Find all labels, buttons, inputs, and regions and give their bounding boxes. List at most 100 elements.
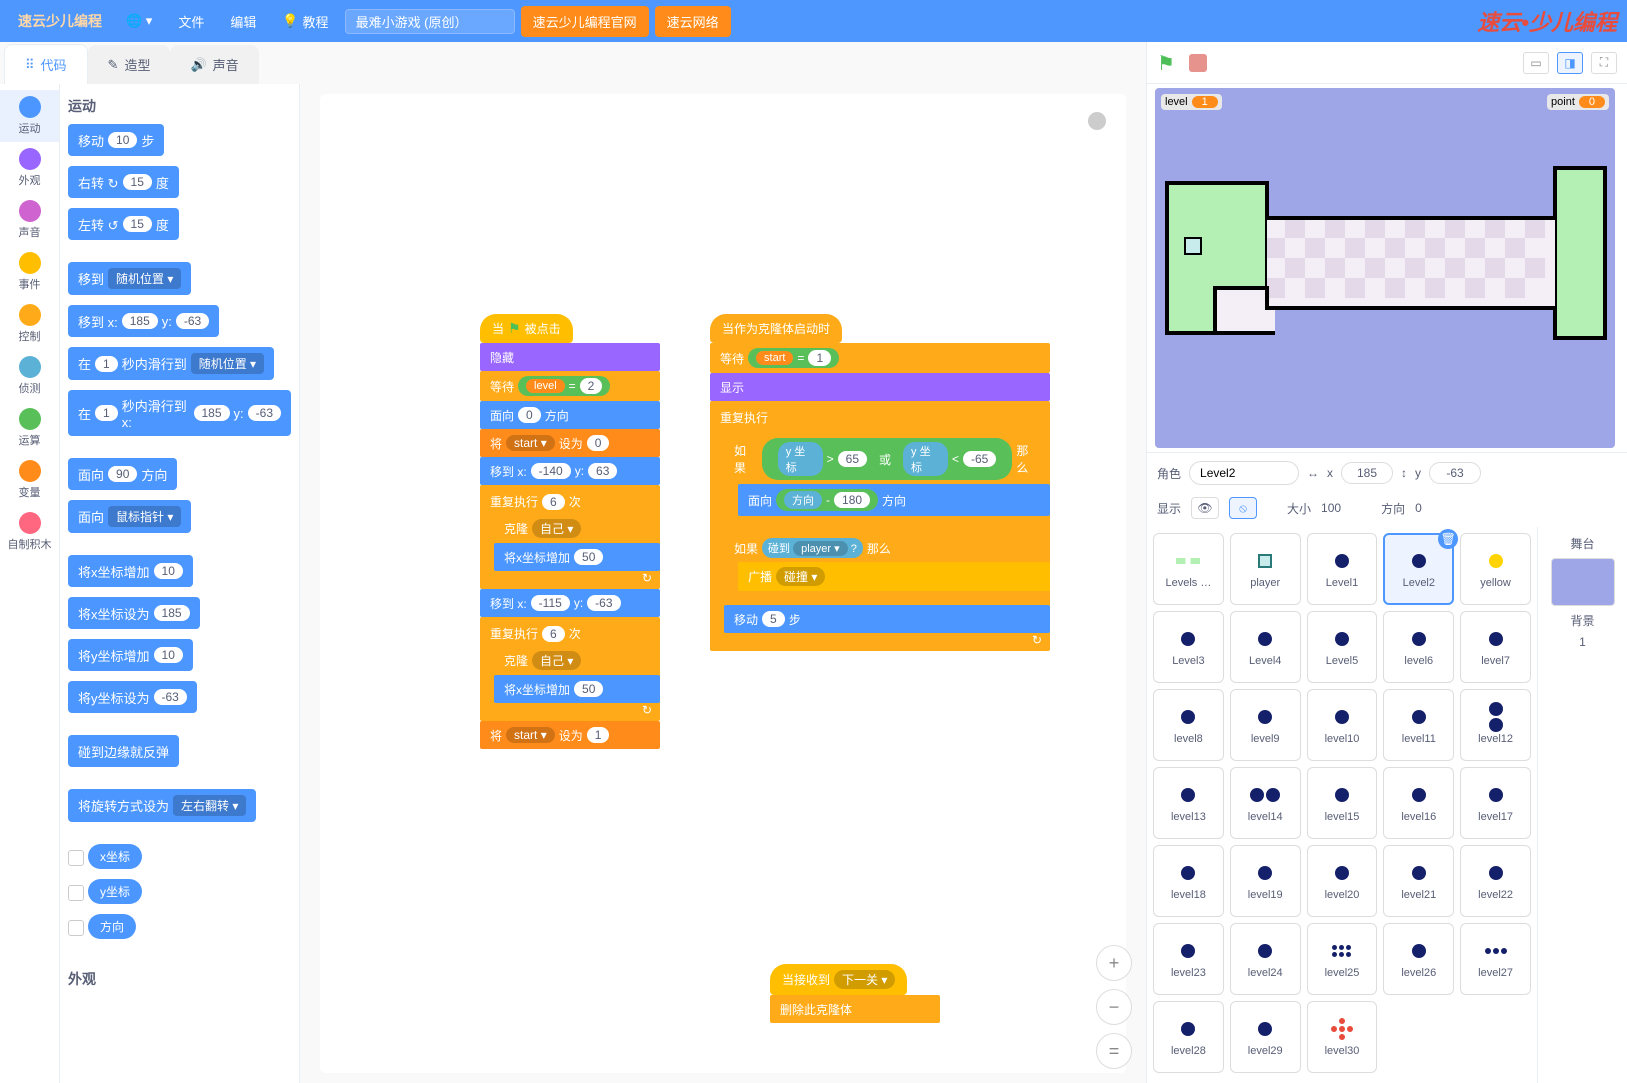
- language-menu[interactable]: 🌐 ▾: [116, 7, 162, 35]
- sprite-level16[interactable]: level16: [1383, 767, 1454, 839]
- sprite-level9[interactable]: level9: [1230, 689, 1301, 761]
- blk-repeat-1[interactable]: 重复执行6次 克隆自己 ▾ 将x坐标增加50 ↻: [480, 485, 660, 589]
- sprite-level19[interactable]: level19: [1230, 845, 1301, 917]
- blk-bounce[interactable]: 碰到边缘就反弹: [68, 735, 179, 767]
- sprite-level14[interactable]: level14: [1230, 767, 1301, 839]
- category-外观[interactable]: 外观: [0, 142, 59, 194]
- hat-clone-start[interactable]: 当作为克隆体启动时: [710, 314, 842, 343]
- zoom-out-button[interactable]: −: [1096, 989, 1132, 1025]
- blk-change-x[interactable]: 将x坐标增加10: [68, 555, 193, 587]
- sprite-level15[interactable]: level15: [1307, 767, 1378, 839]
- tab-costumes[interactable]: ✎造型: [88, 45, 171, 84]
- hat-when-receive[interactable]: 当接收到下一关 ▾: [770, 964, 907, 995]
- delete-sprite-icon[interactable]: 🗑: [1438, 529, 1458, 549]
- tab-code[interactable]: ⠿代码: [4, 44, 88, 84]
- blk-reporter-direction[interactable]: 方向: [68, 914, 291, 949]
- sprite-level27[interactable]: level27: [1460, 923, 1531, 995]
- blk-turn-left[interactable]: 左转 ↺15度: [68, 208, 179, 240]
- stage-fullscreen[interactable]: ⛶: [1591, 52, 1617, 74]
- blk-glide-random[interactable]: 在1秒内滑行到随机位置 ▾: [68, 347, 274, 380]
- blk-set-y[interactable]: 将y坐标设为-63: [68, 681, 197, 713]
- visibility-show[interactable]: 👁: [1191, 497, 1219, 519]
- sprite-level20[interactable]: level20: [1307, 845, 1378, 917]
- blk-change-y[interactable]: 将y坐标增加10: [68, 639, 193, 671]
- blk-if-bounds[interactable]: 如果 y 坐标>65 或 y 坐标<-65 那么: [724, 430, 1050, 530]
- sprite-Level2[interactable]: Level2🗑: [1383, 533, 1454, 605]
- sprite-x-input[interactable]: 185: [1341, 462, 1393, 484]
- link-official-site[interactable]: 速云少儿编程官网: [521, 6, 649, 37]
- category-运动[interactable]: 运动: [0, 90, 59, 142]
- sprite-level11[interactable]: level11: [1383, 689, 1454, 761]
- sprite-level13[interactable]: level13: [1153, 767, 1224, 839]
- menu-edit[interactable]: 编辑: [220, 6, 266, 37]
- blk-face-reverse[interactable]: 面向方向-180方向: [738, 484, 1050, 516]
- stage[interactable]: level1 point0: [1155, 88, 1615, 448]
- sprite-level17[interactable]: level17: [1460, 767, 1531, 839]
- category-声音[interactable]: 声音: [0, 194, 59, 246]
- blk-set-start-0[interactable]: 将start ▾设为0: [480, 429, 660, 457]
- sprite-level6[interactable]: level6: [1383, 611, 1454, 683]
- blk-if-touch[interactable]: 如果碰到 player ▾ ?那么 广播碰撞 ▾: [724, 530, 1050, 605]
- script-stack-2[interactable]: 当作为克隆体启动时 等待start=1 显示 重复执行 如果 y 坐标>65: [710, 314, 1050, 651]
- workspace[interactable]: 当⚑被点击 隐藏 等待level=2 面向0方向 将start ▾设为0 移到 …: [300, 84, 1146, 1083]
- sprite-Level4[interactable]: Level4: [1230, 611, 1301, 683]
- sprite-level26[interactable]: level26: [1383, 923, 1454, 995]
- category-事件[interactable]: 事件: [0, 246, 59, 298]
- sprite-Level5[interactable]: Level5: [1307, 611, 1378, 683]
- sprite-level30[interactable]: level30: [1307, 1001, 1378, 1073]
- blk-clone-1[interactable]: 克隆自己 ▾: [494, 514, 660, 543]
- category-侦测[interactable]: 侦测: [0, 350, 59, 402]
- hat-when-flag[interactable]: 当⚑被点击: [480, 314, 573, 343]
- blk-glide-xy[interactable]: 在1秒内滑行到 x:185y:-63: [68, 390, 291, 436]
- script-stack-3[interactable]: 当接收到下一关 ▾ 删除此克隆体: [770, 964, 940, 1023]
- category-变量[interactable]: 变量: [0, 454, 59, 506]
- sprite-level24[interactable]: level24: [1230, 923, 1301, 995]
- category-控制[interactable]: 控制: [0, 298, 59, 350]
- blk-point-towards[interactable]: 面向鼠标指针 ▾: [68, 500, 191, 533]
- zoom-in-button[interactable]: +: [1096, 945, 1132, 981]
- visibility-hide[interactable]: ⦸: [1229, 497, 1257, 519]
- stage-size-small[interactable]: ▭: [1523, 52, 1549, 74]
- stage-selector[interactable]: 舞台 背景 1: [1537, 527, 1627, 1083]
- blk-forever[interactable]: 重复执行 如果 y 坐标>65 或 y 坐标<-65: [710, 401, 1050, 651]
- script-stack-1[interactable]: 当⚑被点击 隐藏 等待level=2 面向0方向 将start ▾设为0 移到 …: [480, 314, 660, 749]
- blk-set-start-1[interactable]: 将start ▾设为1: [480, 721, 660, 749]
- menu-file[interactable]: 文件: [168, 6, 214, 37]
- blk-goto-2[interactable]: 移到 x:-115y:-63: [480, 589, 660, 617]
- blk-wait-start[interactable]: 等待start=1: [710, 343, 1050, 373]
- blk-point-direction[interactable]: 面向90方向: [68, 458, 177, 490]
- tab-sounds[interactable]: 🔊声音: [170, 45, 258, 84]
- blk-goto-random[interactable]: 移到随机位置 ▾: [68, 262, 191, 295]
- sprite-level28[interactable]: level28: [1153, 1001, 1224, 1073]
- sprite-level8[interactable]: level8: [1153, 689, 1224, 761]
- blk-move[interactable]: 移动10步: [68, 124, 164, 156]
- sprite-level10[interactable]: level10: [1307, 689, 1378, 761]
- blk-set-x[interactable]: 将x坐标设为185: [68, 597, 200, 629]
- sprite-size-input[interactable]: 100: [1321, 501, 1341, 515]
- blk-incx-1[interactable]: 将x坐标增加50: [494, 543, 660, 571]
- sprite-level29[interactable]: level29: [1230, 1001, 1301, 1073]
- blk-broadcast[interactable]: 广播碰撞 ▾: [738, 562, 1050, 591]
- stage-thumbnail[interactable]: [1551, 558, 1615, 606]
- sprite-Level3[interactable]: Level3: [1153, 611, 1224, 683]
- category-自制积木[interactable]: 自制积木: [0, 506, 59, 558]
- sprite-Levels …[interactable]: Levels …: [1153, 533, 1224, 605]
- blk-move-5[interactable]: 移动5步: [724, 605, 1050, 633]
- blk-point-dir-0[interactable]: 面向0方向: [480, 401, 660, 429]
- sprite-yellow[interactable]: yellow: [1460, 533, 1531, 605]
- sprite-level25[interactable]: level25: [1307, 923, 1378, 995]
- blk-show[interactable]: 显示: [710, 373, 1050, 401]
- blk-hide[interactable]: 隐藏: [480, 343, 660, 371]
- blk-turn-right[interactable]: 右转 ↻15度: [68, 166, 179, 198]
- sprite-name-input[interactable]: [1189, 461, 1299, 485]
- menu-tutorials[interactable]: 💡 教程: [272, 6, 338, 37]
- sprite-level23[interactable]: level23: [1153, 923, 1224, 995]
- sprite-level12[interactable]: level12: [1460, 689, 1531, 761]
- sprite-y-input[interactable]: -63: [1429, 462, 1481, 484]
- sprite-player[interactable]: player: [1230, 533, 1301, 605]
- blk-rotation-style[interactable]: 将旋转方式设为左右翻转 ▾: [68, 789, 256, 822]
- blk-reporter-y[interactable]: y坐标: [68, 879, 291, 914]
- stop-button[interactable]: [1189, 54, 1207, 72]
- blk-clone-2[interactable]: 克隆自己 ▾: [494, 646, 660, 675]
- blk-wait-until[interactable]: 等待level=2: [480, 371, 660, 401]
